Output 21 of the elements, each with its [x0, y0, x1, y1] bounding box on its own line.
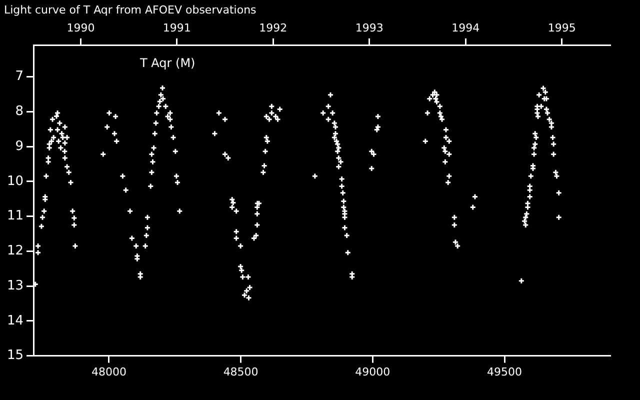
x2-tick-label: 1992 [259, 22, 288, 35]
y-tick-label: 9 [15, 138, 24, 154]
series-label: T Aqr (M) [140, 56, 196, 70]
x-tick-label: 48500 [223, 365, 258, 378]
y-tick-label: 15 [6, 348, 24, 364]
chart-title: Light curve of T Aqr from AFOEV observations [4, 3, 257, 16]
x2-tick-label: 1991 [162, 22, 191, 35]
y-tick-label: 7 [15, 69, 24, 84]
y-tick-label: 8 [15, 104, 24, 120]
x-tick-label: 49500 [487, 365, 522, 378]
x2-tick-label: 1994 [452, 22, 480, 35]
x-tick-label: 49000 [355, 365, 390, 378]
x2-tick-label: 1990 [66, 22, 95, 35]
x-tick-label: 48000 [91, 365, 126, 378]
x2-tick-label: 1995 [548, 22, 576, 35]
y-tick-label: 10 [6, 174, 24, 189]
y-tick-label: 13 [6, 278, 24, 294]
y-tick-label: 11 [6, 208, 24, 224]
y-tick-label: 14 [6, 313, 24, 328]
y-tick-label: 12 [6, 244, 24, 259]
x2-tick-label: 1993 [355, 22, 384, 35]
